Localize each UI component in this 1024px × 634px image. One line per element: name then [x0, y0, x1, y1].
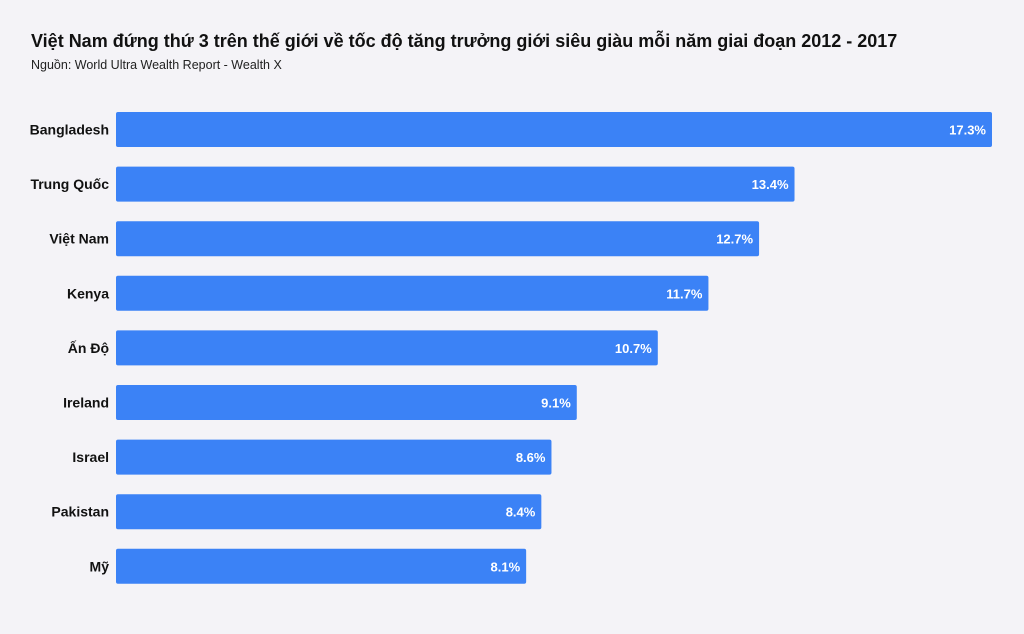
bar [116, 494, 542, 530]
bar-group: Kenya 11.7% [67, 275, 709, 311]
value-label: 8.1% [491, 559, 521, 574]
value-label: 9.1% [541, 396, 571, 411]
value-label: 17.3% [949, 123, 986, 138]
value-label: 10.7% [615, 341, 652, 356]
chart-source: Nguồn: World Ultra Wealth Report - Wealt… [31, 58, 282, 72]
chart-title: Việt Nam đứng thứ 3 trên thế giới về tốc… [31, 31, 898, 51]
bar-group: Pakistan 8.4% [51, 494, 542, 530]
category-label: Trung Quốc [30, 176, 109, 192]
bar [116, 439, 552, 475]
bar-group: Trung Quốc 13.4% [30, 166, 795, 202]
category-label: Kenya [67, 285, 109, 301]
value-label: 11.7% [666, 286, 703, 301]
bar [116, 221, 760, 257]
bar-group: Ấn Độ 10.7% [68, 330, 658, 366]
bar-group: Việt Nam 12.7% [49, 221, 760, 257]
bar [116, 112, 992, 147]
value-label: 8.4% [506, 505, 536, 520]
bar [116, 548, 527, 584]
bar-group: Bangladesh 17.3% [30, 112, 992, 147]
category-label: Mỹ [90, 558, 110, 574]
category-label: Ireland [63, 395, 109, 411]
category-label: Việt Nam [49, 231, 109, 247]
value-label: 13.4% [752, 177, 789, 192]
category-label: Bangladesh [30, 122, 109, 138]
bar [116, 166, 795, 202]
category-label: Israel [72, 449, 109, 465]
bar [116, 330, 658, 366]
bar [116, 385, 577, 420]
value-label: 8.6% [516, 450, 546, 465]
bar-group: Mỹ 8.1% [90, 548, 527, 584]
value-label: 12.7% [716, 232, 753, 247]
bar [116, 275, 709, 311]
bar-group: Israel 8.6% [72, 439, 552, 475]
category-label: Ấn Độ [68, 340, 109, 356]
category-label: Pakistan [51, 504, 109, 520]
bar-group: Ireland 9.1% [63, 385, 577, 420]
